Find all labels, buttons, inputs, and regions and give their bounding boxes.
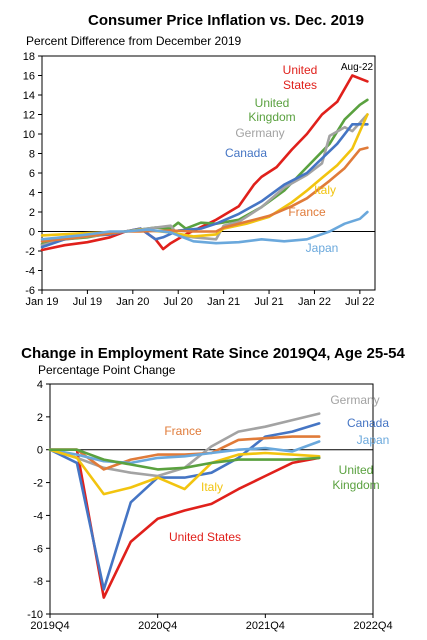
y-tick-label: -6 bbox=[25, 285, 35, 297]
y-tick-label: 10 bbox=[23, 129, 35, 141]
y-tick-label: 12 bbox=[23, 110, 35, 122]
series-label-canada: Canada bbox=[347, 416, 389, 430]
x-tick-label: Jul 22 bbox=[345, 296, 374, 308]
series-label-united-kingdom: United Kingdom bbox=[332, 463, 379, 492]
y-tick-label: 6 bbox=[29, 168, 35, 180]
series-line-united-kingdom bbox=[48, 448, 321, 471]
y-tick-label: -4 bbox=[25, 266, 35, 278]
series-label-italy: Italy bbox=[314, 183, 336, 197]
x-axis: 2019Q4 2020Q4 2021Q4 2022Q4 bbox=[30, 614, 393, 632]
chart-subtitle: Percentage Point Change bbox=[38, 363, 176, 377]
series-line-japan bbox=[48, 440, 321, 465]
y-tick-label: 14 bbox=[23, 90, 35, 102]
x-tick-label: Jul 19 bbox=[73, 296, 102, 308]
series-labels: Germany Canada France Japan United Kingdo… bbox=[164, 393, 389, 544]
x-tick-label: Jan 20 bbox=[116, 296, 149, 308]
x-tick-label: Jan 22 bbox=[298, 296, 331, 308]
series-label-united-states: United States bbox=[169, 530, 241, 544]
series-line-united-kingdom bbox=[40, 98, 369, 246]
y-tick-label: -2 bbox=[25, 246, 35, 258]
employment-chart: Change in Employment Rate Since 2019Q4, … bbox=[21, 345, 405, 632]
y-tick-label: -8 bbox=[33, 576, 43, 588]
series-label-united-kingdom: United Kingdom bbox=[248, 96, 295, 124]
chart-title: Consumer Price Inflation vs. Dec. 2019 bbox=[88, 12, 364, 29]
series-line-france bbox=[48, 435, 321, 471]
y-tick-label: 16 bbox=[23, 71, 35, 83]
series-line-japan bbox=[40, 210, 369, 245]
chart-title: Change in Employment Rate Since 2019Q4, … bbox=[21, 345, 405, 362]
plot-area bbox=[49, 383, 374, 615]
y-tick-label: 2 bbox=[37, 412, 43, 424]
y-axis: -10 -8 -6 -4 -2 0 2 4 bbox=[27, 379, 50, 621]
y-tick-label: -2 bbox=[33, 478, 43, 490]
series-label-japan: Japan bbox=[306, 241, 339, 255]
y-tick-label: 2 bbox=[29, 207, 35, 219]
series-labels: United States United Kingdom Germany Canad… bbox=[225, 63, 338, 255]
series-label-canada: Canada bbox=[225, 146, 267, 160]
series-label-france: France bbox=[288, 205, 326, 219]
x-tick-label: Jan 19 bbox=[25, 296, 58, 308]
y-tick-label: -4 bbox=[33, 510, 43, 522]
x-tick-label: Jan 21 bbox=[207, 296, 240, 308]
series-label-japan: Japan bbox=[357, 433, 390, 447]
series-line-italy bbox=[48, 448, 321, 496]
x-tick-label: 2021Q4 bbox=[246, 620, 285, 632]
y-tick-label: 4 bbox=[37, 379, 43, 391]
series-label-germany: Germany bbox=[235, 126, 284, 140]
x-tick-label: Jul 20 bbox=[164, 296, 193, 308]
chart-subtitle: Percent Difference from December 2019 bbox=[26, 34, 242, 48]
series-label-italy: Italy bbox=[201, 480, 223, 494]
x-tick-label: Jul 21 bbox=[254, 296, 283, 308]
series-lines bbox=[40, 74, 369, 252]
x-axis: Jan 19 Jul 19 Jan 20 Jul 20 Jan 21 Jul 21 Jan … bbox=[25, 290, 375, 308]
annotation-aug-22: Aug-22 bbox=[341, 62, 374, 73]
x-tick-label: 2022Q4 bbox=[353, 620, 392, 632]
x-tick-label: 2019Q4 bbox=[30, 620, 69, 632]
y-tick-label: 4 bbox=[29, 188, 35, 200]
y-tick-label: -10 bbox=[27, 609, 43, 621]
inflation-chart: Consumer Price Inflation vs. Dec. 2019 P… bbox=[23, 12, 376, 308]
y-tick-label: 8 bbox=[29, 149, 35, 161]
x-tick-label: 2020Q4 bbox=[138, 620, 177, 632]
series-label-united-states: United States bbox=[283, 63, 318, 92]
y-tick-label: 0 bbox=[29, 227, 35, 239]
y-axis: -6 -4 -2 0 2 4 6 8 10 12 14 16 18 bbox=[23, 51, 42, 297]
series-line-united-states bbox=[40, 74, 369, 252]
y-tick-label: 18 bbox=[23, 51, 35, 63]
y-tick-label: 0 bbox=[37, 445, 43, 457]
series-lines bbox=[48, 412, 321, 599]
series-label-france: France bbox=[164, 424, 202, 438]
series-line-canada bbox=[48, 422, 321, 591]
series-label-germany: Germany bbox=[330, 393, 379, 407]
y-tick-label: -6 bbox=[33, 543, 43, 555]
